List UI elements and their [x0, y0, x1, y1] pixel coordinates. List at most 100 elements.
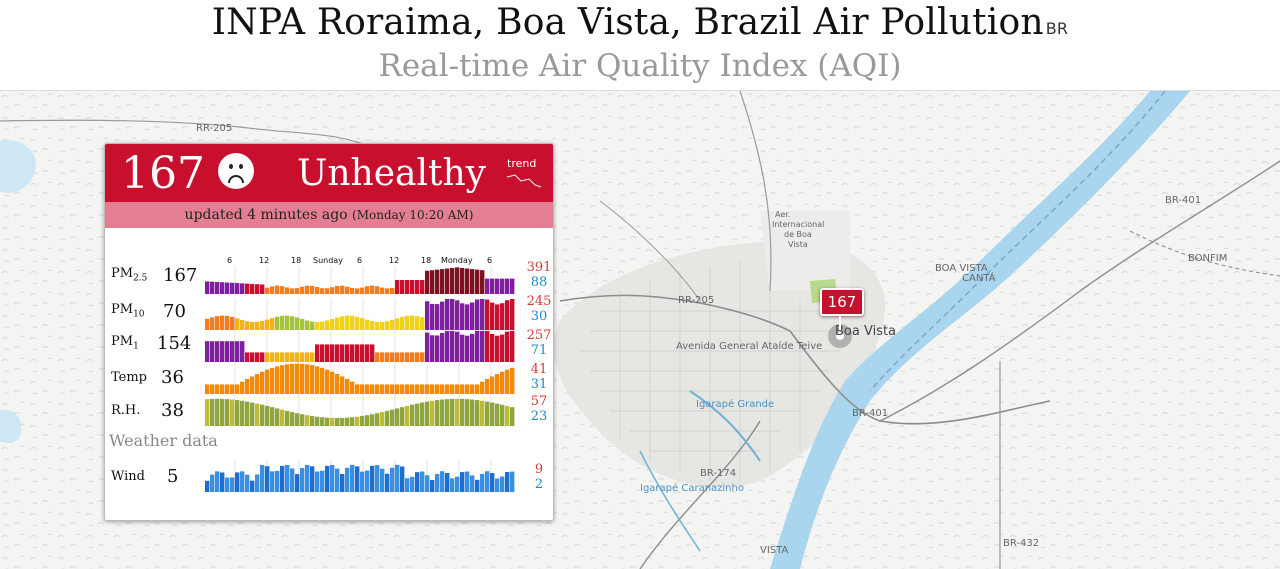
road-label-br401: BR-401	[852, 408, 888, 419]
chart-bar	[315, 366, 320, 394]
chart-bar	[215, 316, 220, 330]
chart-bar	[270, 367, 275, 394]
pm25-chart[interactable]	[205, 266, 515, 294]
chart-bar	[325, 465, 330, 492]
chart-bar	[380, 468, 385, 492]
time-tick: 18	[421, 256, 432, 265]
chart-bar	[420, 471, 425, 492]
chart-bar	[245, 352, 250, 362]
chart-bar	[365, 286, 370, 294]
chart-bar	[465, 304, 470, 330]
pm1-chart[interactable]	[205, 330, 515, 362]
chart-bar	[250, 321, 255, 330]
chart-bar	[335, 468, 340, 492]
chart-bar	[435, 384, 440, 394]
chart-bar	[335, 418, 340, 426]
chart-bar	[210, 398, 215, 426]
chart-bar	[240, 283, 245, 294]
chart-bar	[285, 352, 290, 362]
chart-bar	[405, 280, 410, 294]
marker-dot	[836, 332, 844, 340]
chart-bar	[245, 379, 250, 394]
chart-bar	[495, 478, 500, 492]
chart-bar	[450, 398, 455, 426]
river-label-igarape-grande: Igarapé Grande	[696, 398, 774, 410]
boa-vista-canta-1: BOA VISTA	[935, 263, 988, 274]
chart-bar	[480, 299, 485, 330]
time-tick: 12	[389, 256, 400, 265]
chart-bar	[215, 341, 220, 362]
chart-bar	[230, 316, 235, 330]
chart-bar	[500, 476, 505, 492]
time-tick: 6	[357, 256, 363, 265]
chart-bar	[255, 474, 260, 492]
chart-bar	[500, 371, 505, 394]
chart-bar	[425, 301, 430, 330]
chart-bar	[230, 477, 235, 492]
chart-bar	[450, 478, 455, 492]
chart-bar	[210, 281, 215, 294]
chart-bar	[435, 304, 440, 330]
chart-bar	[225, 341, 230, 362]
chart-bar	[310, 466, 315, 492]
chart-bar	[500, 303, 505, 330]
chart-bar	[410, 352, 415, 362]
chart-bar	[275, 285, 280, 294]
temp-chart[interactable]	[205, 362, 515, 394]
chart-bar	[375, 413, 380, 426]
temp-max: 41	[530, 362, 548, 377]
chart-bar	[460, 267, 465, 294]
chart-bar	[420, 317, 425, 330]
time-tick: 18	[291, 256, 302, 265]
rh-chart[interactable]	[205, 394, 515, 426]
chart-bar	[375, 352, 380, 362]
chart-bar	[290, 468, 295, 492]
chart-bar	[205, 480, 210, 492]
boa-vista-canta-2: CANTÁ	[962, 271, 996, 284]
chart-bar	[260, 321, 265, 330]
chart-bar	[300, 467, 305, 492]
pm10-chart[interactable]	[205, 298, 515, 330]
chart-bar	[335, 374, 340, 394]
chart-bar	[440, 269, 445, 294]
chart-bar	[360, 344, 365, 362]
chart-bar	[280, 286, 285, 294]
chart-bar	[305, 352, 310, 362]
chart-bar	[495, 278, 500, 294]
chart-bar	[340, 417, 345, 426]
chart-bar	[345, 315, 350, 330]
chart-bar	[260, 352, 265, 362]
chart-bar	[360, 287, 365, 294]
chart-bar	[495, 335, 500, 362]
chart-bar	[445, 384, 450, 394]
chart-bar	[295, 474, 300, 492]
street-grid	[580, 261, 840, 481]
chart-bar	[480, 473, 485, 492]
rh-label: R.H.	[111, 403, 141, 418]
chart-bar	[270, 407, 275, 426]
chart-bar	[330, 465, 335, 492]
pm1-min: 71	[530, 343, 548, 358]
chart-bar	[385, 321, 390, 330]
chart-bar	[470, 269, 475, 294]
station-marker[interactable]: 167	[820, 288, 864, 330]
chart-bar	[255, 403, 260, 426]
chart-bar	[425, 475, 430, 492]
chart-bar	[280, 365, 285, 394]
time-tick: 12	[259, 256, 270, 265]
chart-bar	[510, 407, 515, 426]
map-labels: RR-205 RR-205 Avenida General Ataíde Tei…	[196, 123, 1227, 556]
chart-bar	[225, 477, 230, 492]
wind-chart[interactable]	[205, 460, 515, 492]
trend-line-icon	[506, 174, 542, 188]
page-title: INPA Roraima, Boa Vista, Brazil Air Poll…	[0, 2, 1280, 43]
chart-bar	[215, 471, 220, 492]
chart-bar	[490, 376, 495, 394]
aqi-value: 167	[121, 148, 205, 199]
chart-bar	[265, 287, 270, 294]
marker-aqi-badge[interactable]: 167	[820, 288, 864, 316]
urban-area	[554, 241, 886, 488]
chart-bar	[245, 321, 250, 330]
chart-bar	[285, 410, 290, 426]
trend-button[interactable]: trend	[505, 157, 545, 193]
